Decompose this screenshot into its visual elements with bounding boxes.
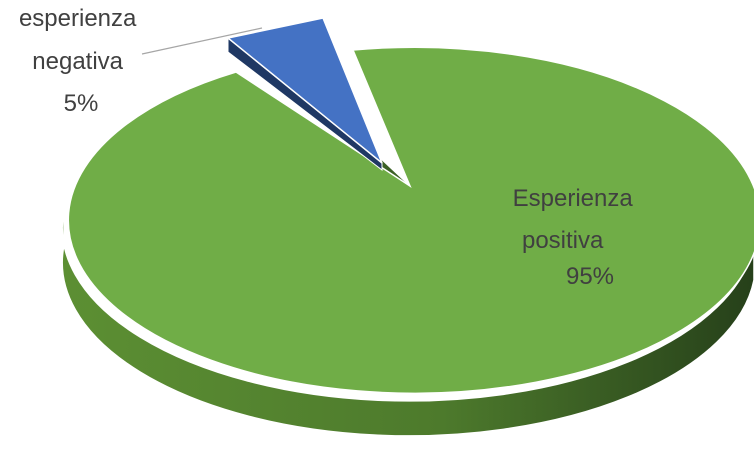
- slice-positive: [67, 46, 754, 394]
- label-negative-line2: negativa: [32, 48, 123, 75]
- slice-negative: [226, 17, 383, 164]
- label-negative-percent: 5%: [64, 90, 99, 117]
- slice-positive-side: [61, 209, 754, 437]
- label-positive-line1: Esperienza: [513, 185, 634, 212]
- label-positive: Esperienza positiva 95%: [513, 185, 640, 290]
- label-positive-percent: 95%: [566, 263, 614, 290]
- label-positive-line2: positiva: [522, 227, 604, 254]
- label-negative-line1: esperienza: [19, 5, 137, 32]
- leader-line-negative: [141, 27, 263, 55]
- label-negative: esperienza negativa 5%: [19, 5, 143, 117]
